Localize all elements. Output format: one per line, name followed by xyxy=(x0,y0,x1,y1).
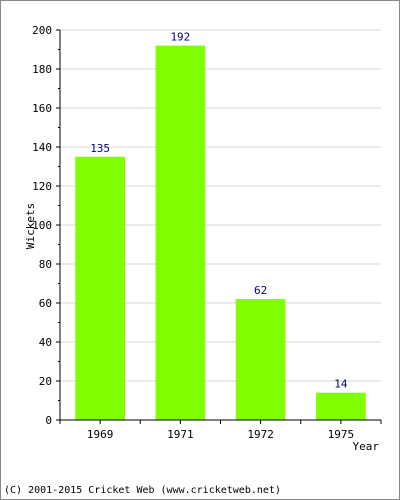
bar-1972 xyxy=(235,299,286,420)
data-label-1972: 62 xyxy=(254,284,267,297)
y-tick-label: 200 xyxy=(32,24,52,37)
y-axis-ticks: 0 20 40 60 80 100 120 140 160 180 200 xyxy=(32,24,60,427)
y-tick-label: 160 xyxy=(32,102,52,115)
x-tick-label-1975: 1975 xyxy=(328,428,355,441)
bar-1971 xyxy=(155,45,206,420)
y-tick-label: 180 xyxy=(32,63,52,76)
bar-1969 xyxy=(75,156,126,420)
data-label-1975: 14 xyxy=(334,378,348,391)
bar-1975 xyxy=(315,392,366,420)
x-axis-label: Year xyxy=(353,440,380,453)
y-tick-label: 140 xyxy=(32,141,52,154)
y-tick-label: 80 xyxy=(39,258,52,271)
x-tick-label-1971: 1971 xyxy=(167,428,194,441)
copyright-footer: (C) 2001-2015 Cricket Web (www.cricketwe… xyxy=(4,485,281,496)
x-tick-label-1969: 1969 xyxy=(87,428,114,441)
y-tick-label: 120 xyxy=(32,180,52,193)
x-tick-label-1972: 1972 xyxy=(247,428,274,441)
bars xyxy=(75,45,366,420)
x-axis-ticks: 1969 1971 1972 1975 xyxy=(59,420,382,441)
y-tick-label: 60 xyxy=(39,297,52,310)
y-axis-label: Wickets xyxy=(24,203,37,249)
y-tick-label: 0 xyxy=(45,414,52,427)
y-tick-label: 20 xyxy=(39,375,52,388)
y-tick-label: 100 xyxy=(32,219,52,232)
data-labels: 135 192 62 14 xyxy=(90,31,348,391)
y-tick-label: 40 xyxy=(39,336,52,349)
data-label-1971: 192 xyxy=(170,31,190,44)
data-label-1969: 135 xyxy=(90,142,110,155)
